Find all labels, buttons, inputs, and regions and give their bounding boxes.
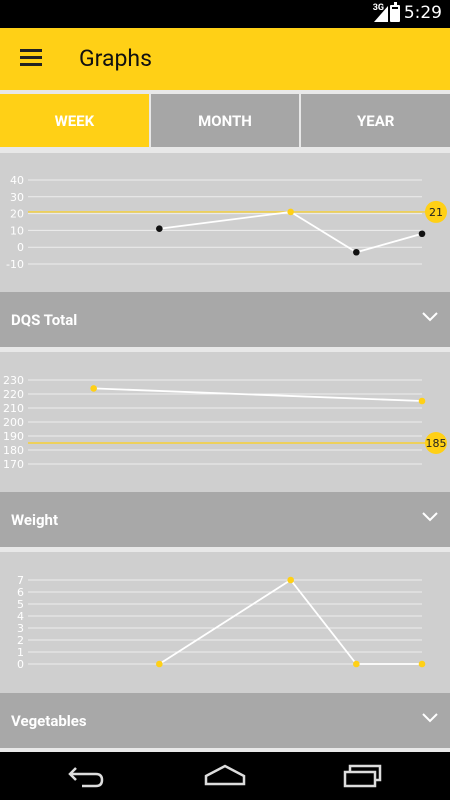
y-tick-label: 20 [10,208,24,221]
data-point [156,225,163,233]
y-tick-label: 6 [17,586,24,599]
clock: 5:29 [403,3,442,23]
y-tick-label: 220 [3,388,24,401]
y-tick-label: 30 [10,191,24,204]
y-tick-label: 10 [10,224,24,237]
data-point [287,576,294,584]
data-point [156,660,163,668]
data-point [418,397,426,405]
goal-marker [425,432,447,454]
goal-marker [425,200,447,223]
y-tick-label: 170 [3,458,24,471]
series-line [159,210,423,254]
home-icon[interactable] [203,762,247,788]
data-point [418,660,426,668]
y-tick-label: 190 [3,430,24,443]
series-line [158,578,422,665]
battery-level [392,8,398,20]
section-dqs-total[interactable]: DQS Total [0,292,450,347]
y-tick-label: 210 [3,402,24,415]
battery-icon [390,2,400,22]
y-tick-label: 0 [17,241,24,254]
chevron-down-icon [422,713,438,723]
network-type: 3G [372,3,384,13]
series-line [93,387,423,402]
section-weight[interactable]: Weight [0,492,450,547]
dqs-chart: 40 30 20 10 0 -10 21 [6,174,447,271]
system-nav-bar [0,752,450,800]
goal-label: 21 [429,206,443,219]
section-label: DQS Total [11,311,78,329]
tab-year[interactable]: YEAR [301,94,450,147]
back-icon[interactable] [66,762,106,788]
y-tick-label: 7 [17,574,24,587]
data-point [353,660,360,668]
y-tick-label: 230 [3,374,24,387]
app-bar: Graphs [0,28,450,90]
weight-chart-card: 230 220 210 200 190 180 170 185 [0,352,450,492]
data-point [90,385,97,392]
y-tick-label: 5 [17,598,24,611]
y-tick-label: 4 [17,610,24,623]
recents-icon[interactable] [342,762,384,788]
signal-icon [374,6,388,22]
y-tick-label: 1 [17,646,24,659]
y-tick-label: 180 [3,444,24,457]
period-tabs: WEEK MONTH YEAR [0,94,450,147]
status-bar: 3G 5:29 [0,0,450,28]
y-tick-label: 40 [10,174,24,187]
data-point [353,248,360,256]
data-point [287,208,294,216]
y-tick-label: 200 [3,416,24,429]
menu-icon[interactable] [20,49,42,67]
y-tick-label: 2 [17,634,24,647]
page-title: Graphs [79,45,152,72]
tab-week[interactable]: WEEK [0,94,149,147]
tab-month[interactable]: MONTH [150,94,300,147]
data-point [418,230,426,238]
y-tick-label: 3 [17,622,24,635]
section-label: Vegetables [11,712,87,730]
section-vegetables[interactable]: Vegetables [0,693,450,748]
goal-label: 185 [426,437,447,450]
dqs-chart-card: 40 30 20 10 0 -10 21 [0,153,450,292]
section-label: Weight [11,511,59,529]
y-tick-label: -10 [6,258,24,271]
chevron-down-icon [422,312,438,322]
y-tick-label: 0 [17,658,24,671]
chevron-down-icon [422,512,438,522]
